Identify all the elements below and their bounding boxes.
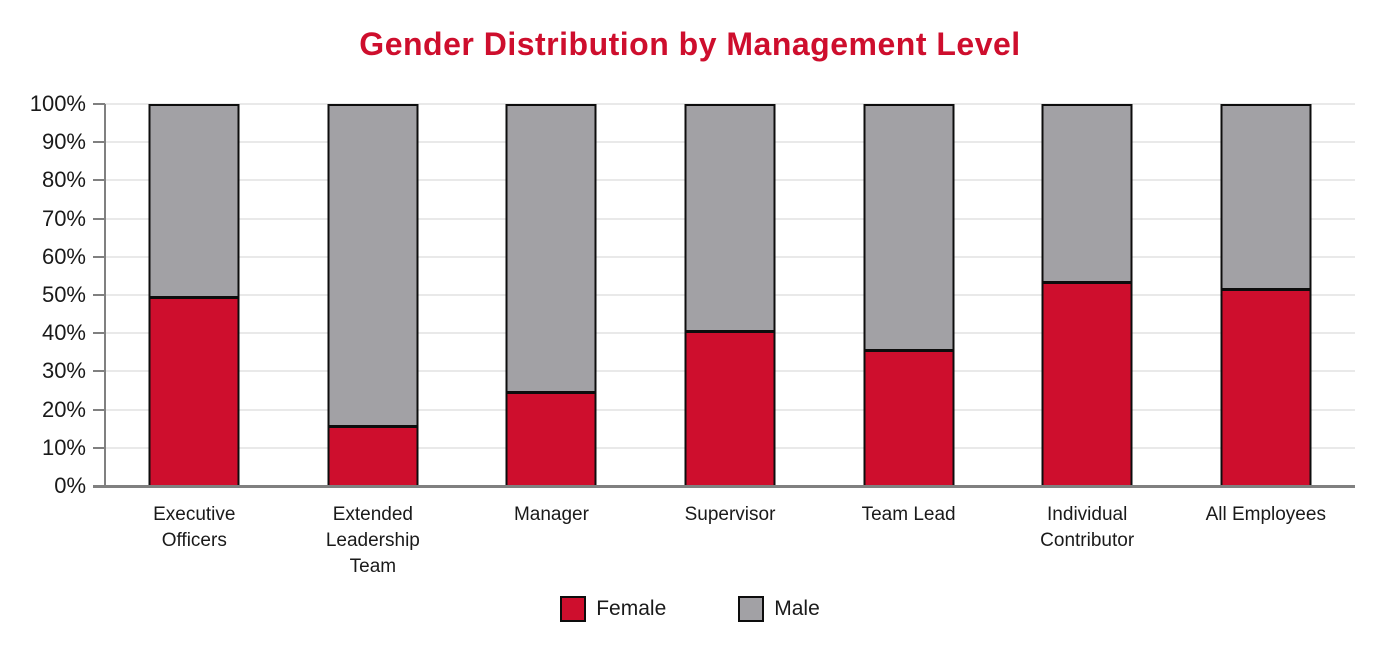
y-tick-label-90: 90% (41, 129, 86, 155)
plot-area: 0% 10% 20% 30% 40% 50% 60% 70% 80% 90% 100% (30, 91, 1355, 498)
bar-segment-female-individual-contributor (1043, 280, 1131, 486)
y-tick-label-0: 0% (54, 473, 86, 498)
bar-executive-officers (148, 104, 240, 486)
y-tick-label-20: 20% (41, 396, 86, 422)
y-tick-label-80: 80% (41, 167, 86, 193)
bar-extended-leadership-team (327, 104, 419, 486)
bar-manager (505, 104, 597, 486)
y-tick-label-40: 40% (41, 320, 86, 346)
x-axis-label-all-employees: All Employees (1176, 502, 1355, 581)
legend-item-male: Male (738, 596, 820, 622)
x-axis-label-supervisor: Supervisor (641, 502, 820, 581)
y-tick-label-60: 60% (41, 243, 86, 269)
y-tick-100 (93, 103, 105, 105)
bar-segment-male-executive-officers (150, 106, 238, 296)
bar-individual-contributor (1041, 104, 1133, 486)
chart-title: Gender Distribution by Management Level (359, 26, 1021, 62)
y-axis-line (104, 104, 106, 486)
bar-series (105, 104, 1355, 486)
x-axis-labels: Executive Officers Extended Leadership Te… (105, 502, 1355, 581)
y-tick-50 (93, 294, 105, 296)
legend-label-male: Male (774, 597, 820, 620)
y-tick-60 (93, 255, 105, 258)
x-axis-label-text: Team Lead (861, 504, 956, 525)
x-axis-label-text: Executive Officers (153, 504, 236, 552)
y-tick-label-10: 10% (41, 434, 86, 460)
bar-segment-female-manager (507, 391, 595, 486)
x-axis-label-text: Individual Contributor (1040, 504, 1135, 552)
bar-segment-female-supervisor (686, 330, 774, 486)
y-tick-label-70: 70% (41, 205, 86, 231)
legend-label-female: Female (596, 597, 667, 620)
bar-slot-individual-contributor (998, 104, 1177, 486)
y-tick-10 (93, 446, 105, 449)
x-axis-label-text: Manager (513, 504, 589, 525)
bar-segment-female-all-employees (1222, 288, 1310, 486)
y-tick-label-50: 50% (41, 282, 86, 307)
bar-segment-male-supervisor (686, 106, 774, 331)
x-axis-label-team-lead: Team Lead (819, 502, 998, 581)
bar-segment-female-team-lead (865, 349, 953, 486)
legend-swatch-male (738, 596, 765, 622)
bar-segment-male-individual-contributor (1043, 106, 1131, 281)
bar-slot-manager (462, 104, 641, 486)
y-tick-30 (93, 370, 105, 373)
x-axis-label-extended-leadership-team: Extended Leadership Team (284, 502, 463, 581)
bar-supervisor (684, 104, 776, 486)
bar-slot-extended-leadership-team (284, 104, 463, 486)
y-tick-label-100: 100% (29, 91, 86, 116)
bar-segment-female-extended-leadership-team (329, 425, 417, 486)
y-tick-40 (93, 332, 105, 335)
y-tick-80 (93, 179, 105, 182)
x-axis-line (93, 485, 1355, 488)
x-axis-label-text: Extended Leadership Team (325, 504, 420, 578)
x-axis-label-text: Supervisor (684, 504, 776, 525)
bar-segment-female-executive-officers (150, 296, 238, 486)
bar-slot-supervisor (641, 104, 820, 486)
y-tick-label-30: 30% (41, 358, 86, 384)
y-tick-90 (93, 141, 105, 144)
y-tick-20 (93, 408, 105, 411)
bar-team-lead (863, 104, 955, 486)
legend-item-female: Female (560, 596, 666, 622)
bar-slot-all-employees (1176, 104, 1355, 486)
y-tick-70 (93, 217, 105, 220)
legend-swatch-female (560, 596, 587, 622)
legend: Female Male (0, 596, 1380, 622)
bar-slot-executive-officers (105, 104, 284, 486)
x-axis-label-text: All Employees (1205, 504, 1326, 525)
x-axis-label-individual-contributor: Individual Contributor (998, 502, 1177, 581)
bar-all-employees (1220, 104, 1312, 486)
bar-segment-male-manager (507, 106, 595, 391)
bar-segment-male-team-lead (865, 106, 953, 350)
bar-segment-male-all-employees (1222, 106, 1310, 289)
bar-segment-male-extended-leadership-team (329, 106, 417, 426)
x-axis-label-executive-officers: Executive Officers (105, 502, 284, 581)
bar-slot-team-lead (819, 104, 998, 486)
x-axis-label-manager: Manager (462, 502, 641, 581)
